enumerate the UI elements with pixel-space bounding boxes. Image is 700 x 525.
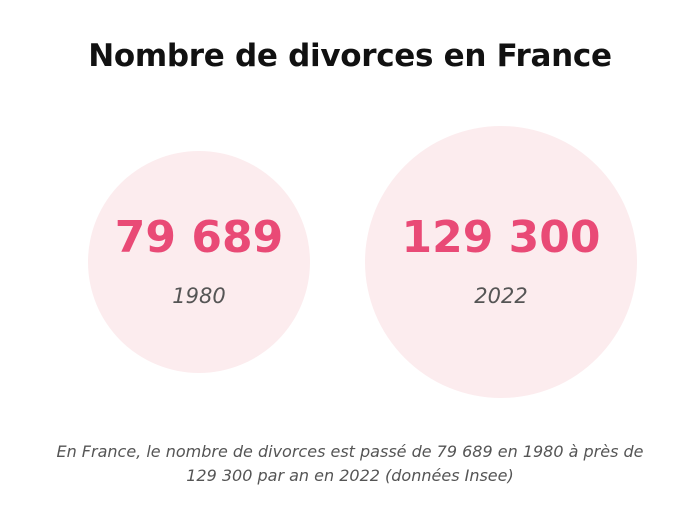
bubble-group-2022: 129 300 2022 xyxy=(365,126,637,398)
bubble-group-1980: 79 689 1980 xyxy=(88,151,310,373)
chart-title: Nombre de divorces en France xyxy=(88,38,612,74)
year-label-1980: 1980 xyxy=(172,284,225,308)
bubble-1980 xyxy=(88,151,310,373)
year-label-2022: 2022 xyxy=(474,284,527,308)
chart-caption: En France, le nombre de divorces est pas… xyxy=(56,442,644,485)
value-label-2022: 129 300 xyxy=(401,212,600,263)
value-label-1980: 79 689 xyxy=(115,212,283,263)
bubble-2022 xyxy=(365,126,637,398)
